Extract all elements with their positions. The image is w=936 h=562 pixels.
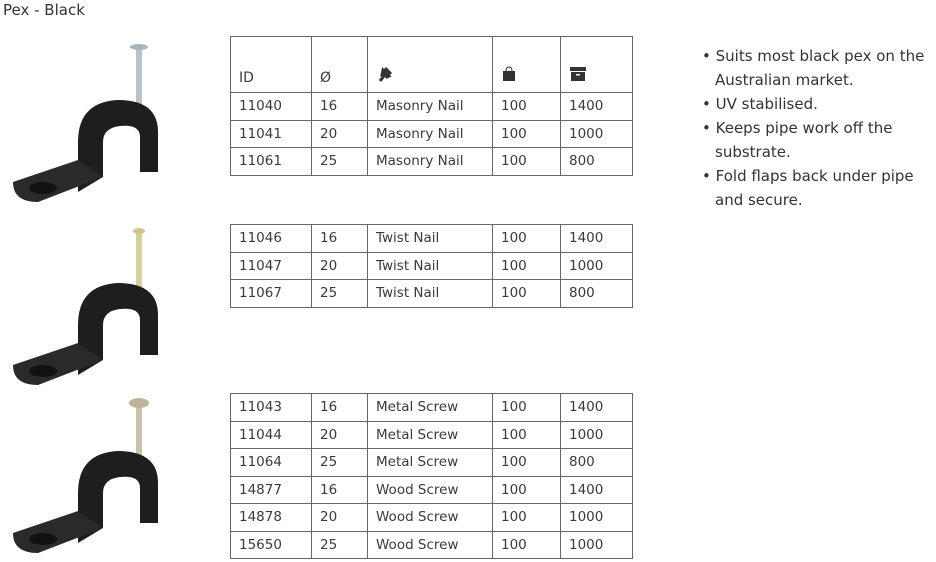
diameter-cell: 20 <box>311 420 368 449</box>
id-cell: 11041 <box>230 119 312 148</box>
feature-list: Suits most black pex on the Australian m… <box>702 44 934 212</box>
inner-qty-cell: 100 <box>492 393 561 422</box>
table-row: 11044 20 Metal Screw 100 1000 <box>230 420 633 449</box>
id-cell: 11043 <box>230 393 312 422</box>
diameter-cell: 25 <box>311 147 368 176</box>
table-row: 14877 16 Wood Screw 100 1400 <box>230 475 633 504</box>
table-row: 11041 20 Masonry Nail 100 1000 <box>230 119 633 148</box>
carton-qty-cell: 1400 <box>560 224 633 253</box>
inner-qty-cell: 100 <box>492 251 561 280</box>
carton-qty-cell: 1400 <box>560 475 633 504</box>
carton-qty-cell: 1000 <box>560 503 633 532</box>
carton-qty-cell: 800 <box>560 448 633 477</box>
table-row: 11043 16 Metal Screw 100 1400 <box>230 393 633 422</box>
clip-metal-screw-image <box>13 398 158 553</box>
inner-qty-cell: 100 <box>492 224 561 253</box>
diameter-cell: 16 <box>311 92 368 121</box>
carton-qty-cell: 800 <box>560 147 633 176</box>
table-header: ID Ø <box>230 36 633 93</box>
clip-twist-nail-image <box>13 228 158 385</box>
inner-qty-cell: 100 <box>492 530 561 559</box>
feature-item: Keeps pipe work off the substrate. <box>702 116 934 164</box>
twist-nail-table: 11046 16 Twist Nail 100 1400 11047 20 Twist Nai… <box>230 224 633 308</box>
fastener-cell: Twist Nail <box>367 251 493 280</box>
fastener-cell: Metal Screw <box>367 393 493 422</box>
fastener-cell: Wood Screw <box>367 503 493 532</box>
id-cell: 11067 <box>230 279 312 308</box>
id-cell: 11046 <box>230 224 312 253</box>
inner-qty-cell: 100 <box>492 475 561 504</box>
fastener-cell: Metal Screw <box>367 448 493 477</box>
id-header: ID <box>230 36 312 93</box>
inner-qty-cell: 100 <box>492 147 561 176</box>
fastener-cell: Metal Screw <box>367 420 493 449</box>
inner-qty-cell: 100 <box>492 420 561 449</box>
id-cell: 14877 <box>230 475 312 504</box>
carton-qty-cell: 800 <box>560 279 633 308</box>
diameter-cell: 25 <box>311 279 368 308</box>
table-row: 11061 25 Masonry Nail 100 800 <box>230 147 633 176</box>
id-cell: 11064 <box>230 448 312 477</box>
fastener-cell: Masonry Nail <box>367 147 493 176</box>
pin-icon <box>378 66 393 82</box>
id-cell: 11047 <box>230 251 312 280</box>
table-row: 15650 25 Wood Screw 100 1000 <box>230 530 633 559</box>
box-icon <box>570 67 586 81</box>
feature-item: Fold flaps back under pipe and secure. <box>702 164 934 212</box>
carton-qty-cell: 1000 <box>560 251 633 280</box>
table-row: 11040 16 Masonry Nail 100 1400 <box>230 92 633 121</box>
screw-table: 11043 16 Metal Screw 100 1400 11044 20 Metal Sc… <box>230 393 633 559</box>
masonry-nail-table: ID Ø 11040 16 Masonry Nail 100 1400 11041 20 Ma… <box>230 36 633 176</box>
diameter-header: Ø <box>311 36 368 93</box>
carton-qty-cell: 1400 <box>560 393 633 422</box>
diameter-cell: 20 <box>311 119 368 148</box>
table-row: 11047 20 Twist Nail 100 1000 <box>230 251 633 280</box>
inner-qty-cell: 100 <box>492 119 561 148</box>
carton-qty-cell: 1000 <box>560 530 633 559</box>
table-row: 14878 20 Wood Screw 100 1000 <box>230 503 633 532</box>
inner-qty-cell: 100 <box>492 448 561 477</box>
table-row: 11067 25 Twist Nail 100 800 <box>230 279 633 308</box>
diameter-cell: 16 <box>311 393 368 422</box>
inner-qty-cell: 100 <box>492 279 561 308</box>
fastener-cell: Wood Screw <box>367 530 493 559</box>
inner-qty-cell: 100 <box>492 92 561 121</box>
page-title: Pex - Black <box>3 1 85 19</box>
feature-item: Suits most black pex on the Australian m… <box>702 44 934 92</box>
clip-masonry-nail-image <box>13 44 158 202</box>
bag-icon <box>503 66 515 81</box>
carton-qty-cell: 1000 <box>560 420 633 449</box>
fastener-cell: Masonry Nail <box>367 119 493 148</box>
fastener-cell: Masonry Nail <box>367 92 493 121</box>
carton-qty-cell: 1000 <box>560 119 633 148</box>
table-row: 11046 16 Twist Nail 100 1400 <box>230 224 633 253</box>
diameter-cell: 25 <box>311 530 368 559</box>
feature-item: UV stabilised. <box>702 92 934 116</box>
id-cell: 11061 <box>230 147 312 176</box>
id-cell: 11044 <box>230 420 312 449</box>
fastener-cell: Wood Screw <box>367 475 493 504</box>
fastener-cell: Twist Nail <box>367 224 493 253</box>
carton-qty-cell: 1400 <box>560 92 633 121</box>
diameter-cell: 16 <box>311 224 368 253</box>
id-cell: 11040 <box>230 92 312 121</box>
inner-qty-cell: 100 <box>492 503 561 532</box>
id-cell: 15650 <box>230 530 312 559</box>
diameter-cell: 16 <box>311 475 368 504</box>
fastener-cell: Twist Nail <box>367 279 493 308</box>
diameter-cell: 20 <box>311 503 368 532</box>
table-row: 11064 25 Metal Screw 100 800 <box>230 448 633 477</box>
diameter-cell: 25 <box>311 448 368 477</box>
id-cell: 14878 <box>230 503 312 532</box>
diameter-cell: 20 <box>311 251 368 280</box>
